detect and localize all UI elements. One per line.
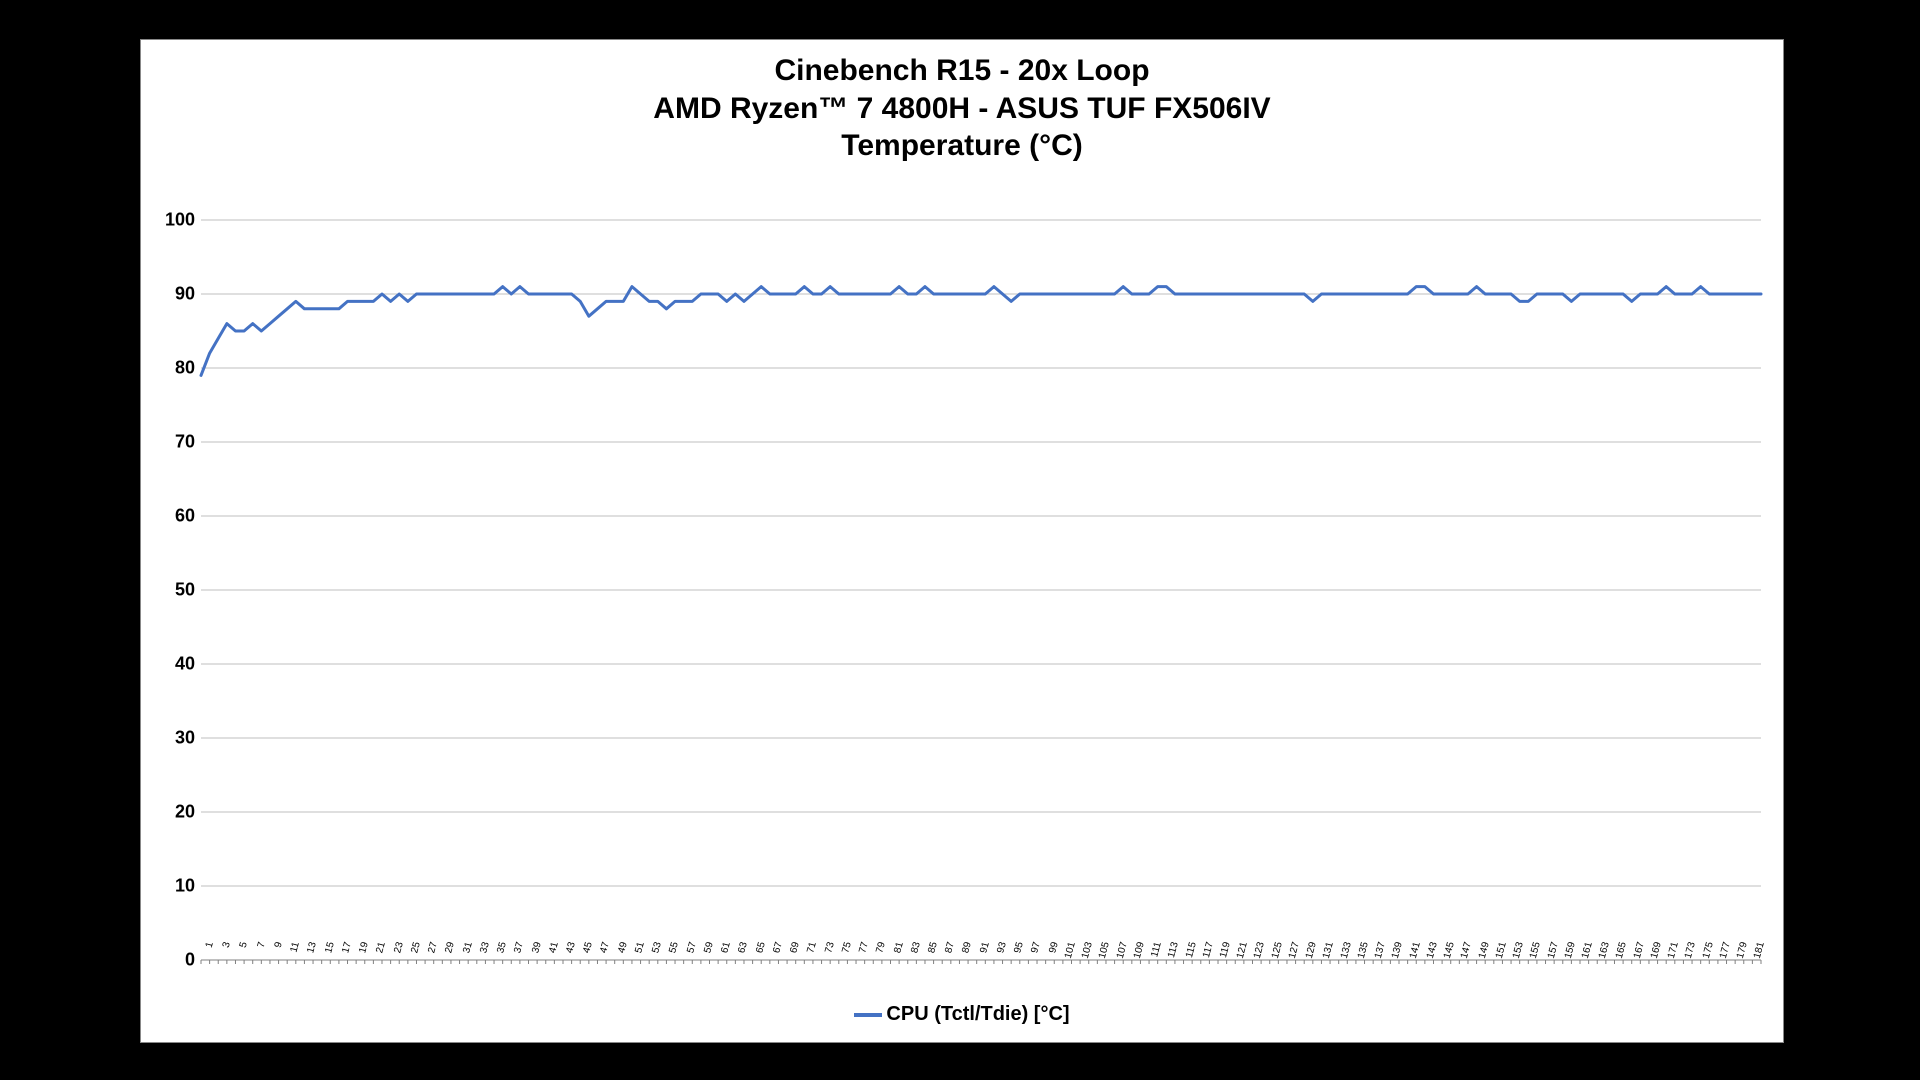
line-chart-svg <box>201 220 1761 960</box>
legend: CPU (Tctl/Tdie) [°C] <box>141 1003 1783 1026</box>
chart-panel: Cinebench R15 - 20x Loop AMD Ryzen™ 7 48… <box>140 39 1784 1043</box>
y-tick-label: 50 <box>175 580 195 601</box>
chart-title: Cinebench R15 - 20x Loop AMD Ryzen™ 7 48… <box>141 52 1783 165</box>
title-line-3: Temperature (°C) <box>141 127 1783 165</box>
legend-label: CPU (Tctl/Tdie) [°C] <box>886 1003 1069 1026</box>
y-tick-label: 20 <box>175 802 195 823</box>
y-tick-label: 70 <box>175 432 195 453</box>
title-line-1: Cinebench R15 - 20x Loop <box>141 52 1783 90</box>
y-tick-label: 10 <box>175 876 195 897</box>
temperature-series <box>201 287 1761 376</box>
y-tick-label: 80 <box>175 358 195 379</box>
title-line-2: AMD Ryzen™ 7 4800H - ASUS TUF FX506IV <box>141 90 1783 128</box>
y-tick-label: 60 <box>175 506 195 527</box>
y-tick-label: 40 <box>175 654 195 675</box>
y-tick-label: 90 <box>175 284 195 305</box>
y-tick-label: 0 <box>185 950 195 971</box>
y-tick-label: 100 <box>165 210 195 231</box>
y-tick-label: 30 <box>175 728 195 749</box>
plot-area: 0102030405060708090100135791113151719212… <box>201 220 1761 960</box>
legend-swatch <box>854 1013 882 1017</box>
